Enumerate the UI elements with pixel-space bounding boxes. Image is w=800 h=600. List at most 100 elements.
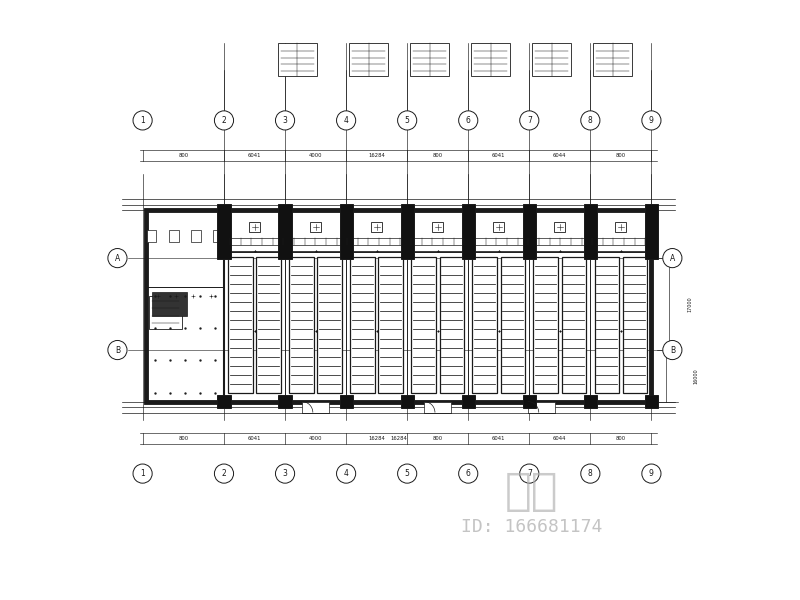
Bar	[645, 395, 658, 409]
Text: 7: 7	[527, 116, 532, 125]
Bar	[622, 257, 647, 393]
Text: 8: 8	[588, 116, 593, 125]
Bar	[278, 203, 292, 259]
Circle shape	[214, 111, 234, 130]
Circle shape	[337, 464, 356, 483]
Bar	[302, 402, 330, 413]
Bar	[146, 210, 651, 402]
Circle shape	[458, 464, 478, 483]
Bar	[401, 203, 414, 259]
Bar	[594, 257, 619, 393]
Bar	[494, 221, 504, 232]
Bar	[554, 221, 566, 232]
Text: 4: 4	[344, 116, 349, 125]
Bar	[439, 257, 464, 393]
Text: 4000: 4000	[309, 153, 322, 158]
Text: B: B	[670, 346, 675, 355]
Text: 16284: 16284	[368, 436, 385, 442]
Text: 6041: 6041	[248, 153, 262, 158]
Circle shape	[275, 111, 294, 130]
Circle shape	[398, 111, 417, 130]
Bar	[191, 230, 201, 242]
Bar	[615, 221, 626, 232]
Bar	[256, 257, 281, 393]
Circle shape	[458, 111, 478, 130]
Bar	[310, 221, 321, 232]
Bar	[146, 230, 156, 242]
Bar	[290, 257, 314, 393]
Circle shape	[581, 464, 600, 483]
Text: 16000: 16000	[694, 368, 698, 384]
Bar	[278, 395, 292, 409]
Bar	[522, 395, 536, 409]
Text: 1: 1	[140, 116, 145, 125]
Text: 16284: 16284	[368, 153, 385, 158]
Bar	[224, 210, 651, 253]
Bar	[584, 203, 597, 259]
Bar	[411, 257, 436, 393]
Text: 知末: 知末	[505, 470, 558, 513]
Bar	[218, 395, 230, 409]
Bar	[462, 395, 475, 409]
Bar	[594, 43, 632, 76]
Bar	[432, 221, 443, 232]
Bar	[371, 221, 382, 232]
Text: 17000: 17000	[687, 296, 692, 312]
Text: 1: 1	[140, 469, 145, 478]
Bar	[339, 395, 353, 409]
Text: 6: 6	[466, 469, 470, 478]
Bar	[401, 395, 414, 409]
Text: 9: 9	[649, 469, 654, 478]
Bar	[350, 257, 375, 393]
Circle shape	[662, 248, 682, 268]
Circle shape	[398, 464, 417, 483]
Bar	[228, 257, 253, 393]
Bar	[424, 402, 451, 413]
Bar	[218, 203, 230, 259]
Text: 6041: 6041	[492, 153, 506, 158]
Text: 6: 6	[466, 116, 470, 125]
Circle shape	[642, 111, 661, 130]
Text: 6044: 6044	[553, 153, 566, 158]
Text: 4000: 4000	[309, 436, 322, 442]
Text: 8: 8	[588, 469, 593, 478]
Text: 6041: 6041	[492, 436, 506, 442]
Bar	[249, 221, 260, 232]
Bar	[645, 203, 658, 259]
Text: 800: 800	[616, 153, 626, 158]
Text: 7: 7	[527, 469, 532, 478]
Circle shape	[581, 111, 600, 130]
Text: 800: 800	[616, 436, 626, 442]
Circle shape	[520, 464, 539, 483]
Bar	[149, 296, 182, 329]
Text: 16284: 16284	[390, 436, 407, 442]
Text: 5: 5	[405, 116, 410, 125]
Text: 2: 2	[222, 116, 226, 125]
Bar	[410, 43, 449, 76]
Bar	[534, 257, 558, 393]
Text: A: A	[115, 254, 120, 263]
Circle shape	[214, 464, 234, 483]
Bar	[278, 43, 317, 76]
Circle shape	[642, 464, 661, 483]
Text: 5: 5	[405, 469, 410, 478]
Bar	[339, 203, 353, 259]
Circle shape	[275, 464, 294, 483]
Bar	[501, 257, 525, 393]
Text: 9: 9	[649, 116, 654, 125]
Bar	[471, 43, 510, 76]
Bar	[318, 257, 342, 393]
Bar	[151, 292, 187, 316]
Circle shape	[520, 111, 539, 130]
Bar	[378, 257, 403, 393]
Text: 800: 800	[178, 153, 188, 158]
Text: 800: 800	[178, 436, 188, 442]
Text: 2: 2	[222, 469, 226, 478]
Text: B: B	[115, 346, 120, 355]
Circle shape	[133, 464, 152, 483]
Bar	[528, 402, 555, 413]
Text: 6044: 6044	[553, 436, 566, 442]
Circle shape	[133, 111, 152, 130]
Text: 800: 800	[433, 153, 442, 158]
Bar	[584, 395, 597, 409]
